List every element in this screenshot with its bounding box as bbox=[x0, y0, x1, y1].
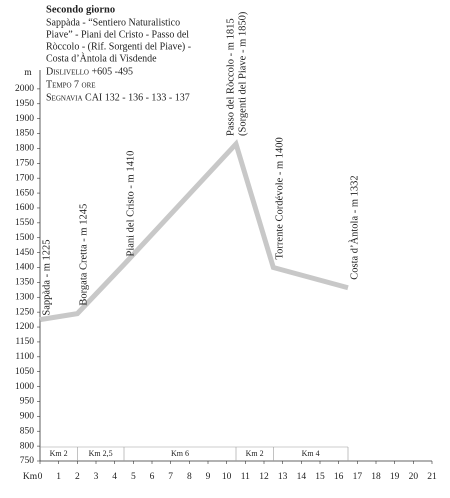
x-tick-label: 21 bbox=[427, 472, 437, 482]
x-tick-label: 12 bbox=[259, 472, 269, 482]
y-tick-label: 1850 bbox=[15, 129, 34, 139]
y-tick-label: 850 bbox=[20, 426, 35, 436]
y-tick-label: 1100 bbox=[15, 352, 34, 362]
info-line: Dislivello +605 -495 bbox=[46, 66, 133, 77]
x-tick-label: 11 bbox=[241, 472, 250, 482]
x-tick-label: 16 bbox=[334, 472, 344, 482]
point-label: Torrente Cordévole - m 1400 bbox=[275, 137, 286, 259]
y-tick-label: 800 bbox=[20, 441, 35, 451]
y-axis-label: m bbox=[24, 68, 32, 78]
y-tick-label: 1700 bbox=[15, 173, 34, 183]
x-tick-label: 10 bbox=[222, 472, 232, 482]
x-tick-label: 20 bbox=[409, 472, 419, 482]
point-annotation: (Sorgenti del Piave - m 1850) bbox=[237, 11, 248, 136]
x-tick-label: 7 bbox=[168, 472, 173, 482]
description-line: Ròccolo - (Rif. Sorgenti del Piave) - bbox=[46, 41, 191, 52]
y-tick-label: 1050 bbox=[15, 367, 34, 377]
y-tick-label: 1000 bbox=[15, 382, 34, 392]
x-tick-label: 0 bbox=[38, 472, 43, 482]
y-tick-label: 1450 bbox=[15, 248, 34, 258]
x-tick-label: 4 bbox=[112, 472, 117, 482]
y-tick-label: 2000 bbox=[15, 84, 34, 94]
chart-title: Secondo giorno bbox=[46, 4, 115, 15]
segment-label: Km 2 bbox=[50, 449, 68, 458]
segment-label: Km 4 bbox=[302, 449, 320, 458]
description-line: Costa d’Àntola di Visdende bbox=[46, 52, 157, 64]
y-tick-label: 1550 bbox=[15, 218, 34, 228]
info-line: Segnavia CAI 132 - 136 - 133 - 137 bbox=[46, 92, 190, 103]
x-tick-label: 6 bbox=[150, 472, 155, 482]
x-tick-label: 8 bbox=[187, 472, 192, 482]
point-label: Piani del Cristo - m 1410 bbox=[125, 151, 136, 257]
y-tick-label: 1150 bbox=[15, 337, 34, 347]
y-tick-label: 1250 bbox=[15, 307, 34, 317]
x-tick-label: 5 bbox=[131, 472, 136, 482]
x-tick-label: 17 bbox=[353, 472, 363, 482]
y-tick-label: 1300 bbox=[15, 292, 34, 302]
profile-line bbox=[39, 139, 349, 323]
description-line: Sappàda - “Sentiero Naturalistico bbox=[46, 17, 180, 28]
x-tick-label: 18 bbox=[371, 472, 381, 482]
y-tick-label: 1600 bbox=[15, 203, 34, 213]
y-tick-label: 900 bbox=[20, 412, 35, 422]
x-tick-label: 13 bbox=[278, 472, 288, 482]
point-label: Passo del Ròccolo - m 1815 bbox=[225, 18, 236, 136]
x-tick-label: 1 bbox=[56, 472, 61, 482]
x-tick-label: 2 bbox=[75, 472, 80, 482]
point-label: Sappàda - m 1225 bbox=[41, 239, 52, 315]
y-tick-label: 1350 bbox=[15, 278, 34, 288]
y-tick-label: 1650 bbox=[15, 188, 34, 198]
segment-label: Km 2,5 bbox=[89, 449, 113, 458]
x-tick-label: 9 bbox=[206, 472, 211, 482]
y-tick-label: 950 bbox=[20, 397, 35, 407]
segment-label: Km 6 bbox=[171, 449, 189, 458]
x-tick-label: 14 bbox=[297, 472, 307, 482]
x-tick-label: 15 bbox=[315, 472, 325, 482]
point-label: Costa d’Àntola - m 1332 bbox=[348, 175, 360, 279]
y-tick-label: 750 bbox=[20, 456, 35, 466]
description-line: Piave” - Piani del Cristo - Passo del bbox=[46, 29, 189, 40]
y-tick-label: 1500 bbox=[15, 233, 34, 243]
x-tick-label: 3 bbox=[94, 472, 99, 482]
point-label: Borgata Cretta - m 1245 bbox=[79, 204, 90, 306]
y-tick-label: 1800 bbox=[15, 144, 34, 154]
y-tick-label: 1900 bbox=[15, 114, 34, 124]
y-tick-label: 1200 bbox=[15, 322, 34, 332]
y-tick-label: 1400 bbox=[15, 263, 34, 273]
segment-label: Km 2 bbox=[246, 449, 264, 458]
info-line: Tempo 7 ore bbox=[46, 79, 96, 90]
x-tick-label: 19 bbox=[390, 472, 400, 482]
y-tick-label: 1750 bbox=[15, 158, 34, 168]
x-axis-label: Km bbox=[23, 472, 38, 482]
y-tick-label: 1950 bbox=[15, 99, 34, 109]
